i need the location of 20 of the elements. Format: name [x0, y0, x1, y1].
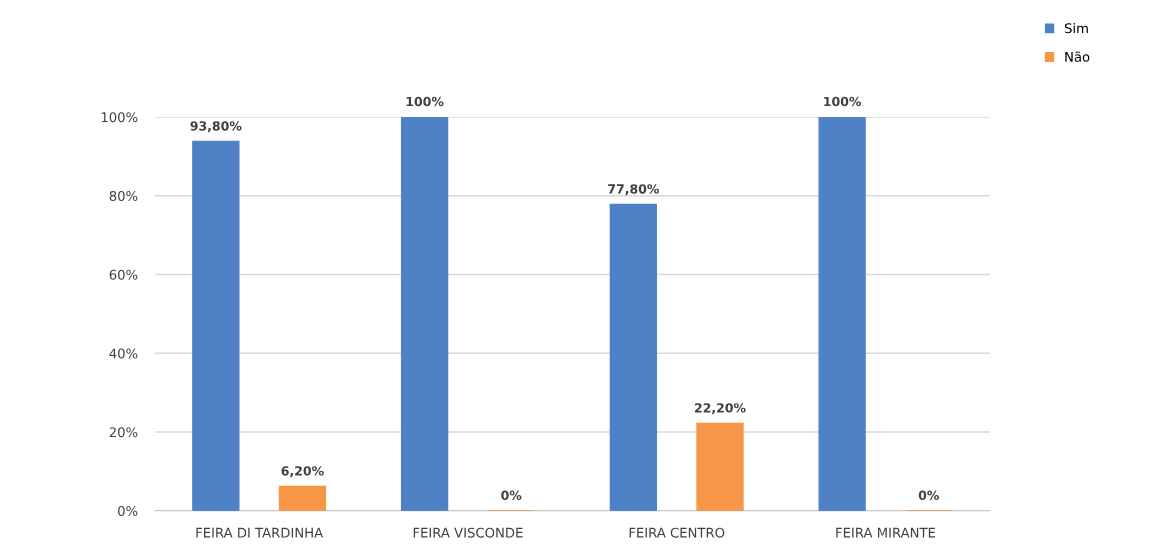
y-tick-label: 100%: [101, 112, 138, 123]
data-label: 0%: [918, 490, 939, 501]
y-tick-label: 0%: [118, 505, 138, 516]
data-label: 22,20%: [694, 403, 746, 415]
y-tick-label: 60%: [109, 269, 138, 280]
data-label: 0%: [501, 490, 522, 501]
data-label: 6,20%: [281, 466, 324, 478]
x-tick-label: FEIRA CENTRO: [629, 527, 725, 538]
y-tick-label: 80%: [109, 190, 138, 201]
x-tick-label: FEIRA VISCONDE: [413, 527, 523, 538]
y-tick-label: 20%: [109, 427, 138, 438]
x-tick-label: FEIRA MIRANTE: [836, 527, 936, 538]
y-tick-label: 40%: [109, 348, 138, 359]
legend-label: Não: [1065, 51, 1090, 62]
data-label: 100%: [406, 96, 444, 107]
legend-label: Sim: [1064, 23, 1088, 34]
data-label: 100%: [824, 96, 862, 107]
data-label: 77,80%: [608, 184, 659, 196]
x-tick-label: FEIRA DI TARDINHA: [196, 527, 324, 538]
data-label: 93,80%: [190, 121, 242, 133]
